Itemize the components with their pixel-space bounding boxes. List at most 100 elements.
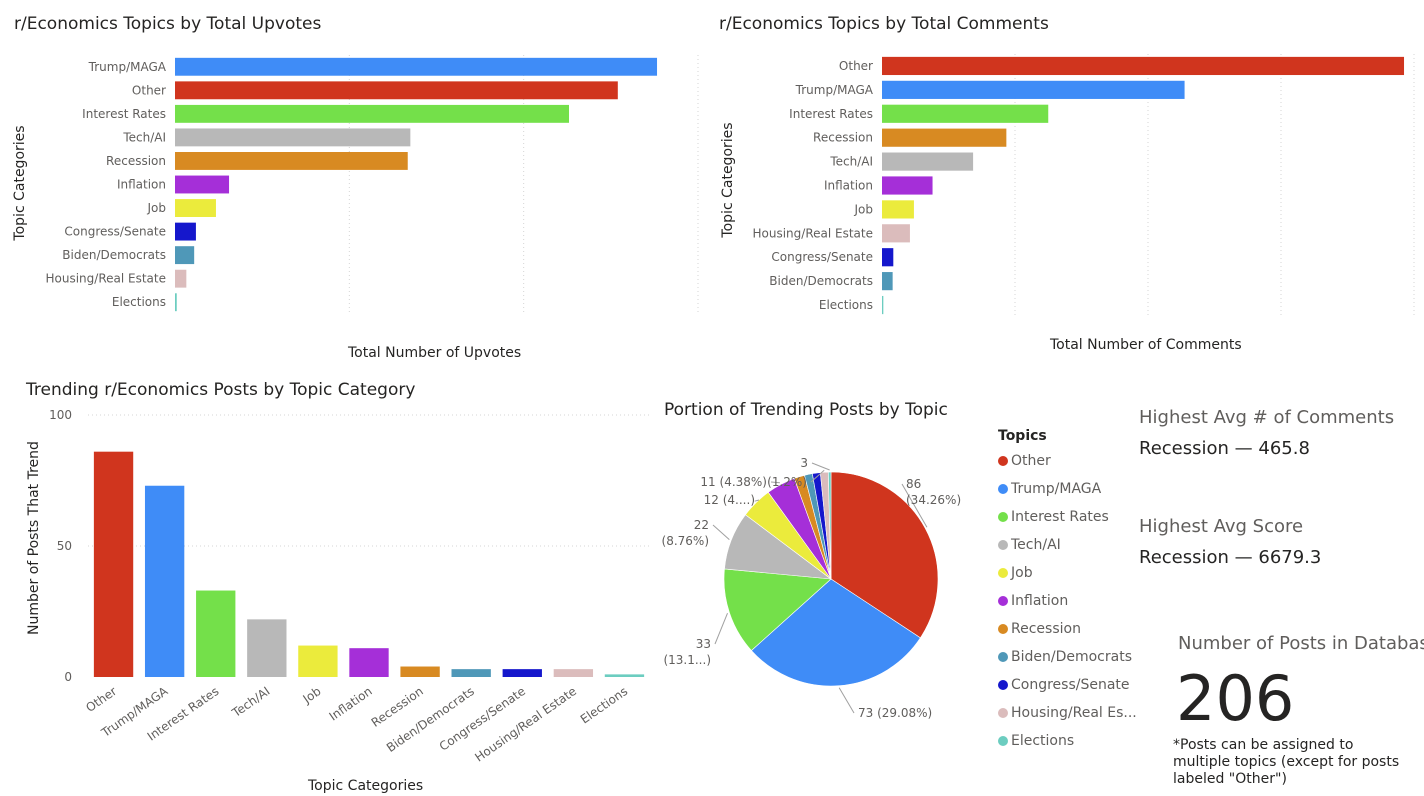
legend-label: Other — [1011, 453, 1051, 469]
slice-interest-rates — [723, 568, 832, 651]
data-label: (8.76%) — [662, 534, 709, 548]
bar-job — [882, 200, 914, 219]
legend-item[interactable]: Inflation — [998, 587, 1137, 615]
pie-chart: 86 (34.26%) 73 (29.08%) 33 (13.1...) 22 (8.76%… — [662, 456, 962, 720]
x-tick-label: 20K — [338, 323, 362, 324]
legend-item[interactable]: Other — [998, 447, 1137, 475]
category-label: Tech/AI — [229, 684, 273, 721]
legend-swatch — [998, 708, 1008, 718]
upvotes-y-axis-title: Topic Categories — [12, 125, 28, 241]
legend-item[interactable]: Biden/Democrats — [998, 643, 1137, 671]
bar-inflation — [882, 176, 933, 195]
bar-biden-democrats — [882, 272, 893, 291]
bar-trump-maga — [882, 80, 1185, 99]
bar-interest-rates — [175, 104, 569, 123]
category-label: Congress/Senate — [771, 250, 873, 264]
leader-line — [770, 481, 780, 484]
legend-item[interactable]: Trump/MAGA — [998, 475, 1137, 503]
leader-line — [712, 524, 730, 541]
legend-swatch — [998, 456, 1008, 466]
category-label: Housing/Real Estate — [46, 272, 167, 286]
category-label: Biden/Democrats — [384, 684, 477, 755]
legend-swatch — [998, 540, 1008, 550]
posts-count-value: 206 — [1176, 662, 1295, 735]
upvotes-chart-title: r/Economics Topics by Total Upvotes — [14, 14, 322, 34]
category-label: Elections — [112, 295, 166, 309]
legend-item[interactable]: Tech/AI — [998, 531, 1137, 559]
legend-label: Biden/Democrats — [1011, 649, 1132, 665]
bar-elections — [604, 674, 645, 677]
category-label: Inflation — [117, 178, 166, 192]
posts-count-label: Number of Posts in Database — [1178, 633, 1424, 654]
bar-tech-ai — [882, 152, 974, 171]
legend-label: Elections — [1011, 733, 1075, 749]
category-label: Job — [854, 202, 874, 216]
trending-y-axis-title: Number of Posts That Trend — [26, 441, 42, 635]
trending-x-axis-title: Topic Categories — [308, 778, 424, 794]
legend-label: Trump/MAGA — [1011, 481, 1102, 497]
legend-label: Recession — [1011, 621, 1081, 637]
bar-tech-ai — [175, 128, 411, 147]
upvotes-x-axis-title: Total Number of Upvotes — [348, 345, 522, 361]
avg-comments-value: Recession — 465.8 — [1139, 438, 1310, 459]
category-label: Other — [132, 83, 166, 97]
data-label: (34.26%) — [906, 493, 961, 507]
slice-trump-maga — [751, 578, 921, 687]
legend-item[interactable]: Interest Rates — [998, 503, 1137, 531]
trending-chart-title: Trending r/Economics Posts by Topic Cate… — [26, 380, 416, 400]
legend-label: Inflation — [1011, 593, 1069, 609]
legend-swatch — [998, 568, 1008, 578]
legend-title: Topics — [998, 428, 1047, 444]
category-label: Inflation — [327, 684, 375, 724]
legend-swatch — [998, 484, 1008, 494]
bar-inflation — [349, 648, 389, 677]
bar-other — [882, 56, 1405, 76]
bar-congress-senate — [175, 222, 196, 241]
legend-swatch — [998, 512, 1008, 522]
category-label: Congress/Senate — [437, 684, 528, 754]
upvotes-chart: 0K 20K 40K 60K Trump/MAGA Other Interest Rates… — [46, 55, 700, 324]
category-label: Recession — [106, 154, 166, 168]
bar-housing-real-estate — [882, 224, 910, 243]
bar-biden-democrats — [451, 669, 491, 677]
bar-other — [93, 451, 134, 677]
slice-elections — [828, 471, 832, 580]
category-label: Interest Rates — [789, 107, 873, 121]
x-tick-label: 60K — [686, 323, 700, 324]
category-label: Other — [839, 59, 873, 73]
y-tick-label: 100 — [49, 408, 72, 422]
category-label: Inflation — [824, 179, 873, 193]
category-label: Other — [83, 684, 119, 715]
data-label: 11 (4.38%) — [700, 475, 767, 489]
bar-interest-rates — [882, 104, 1049, 123]
data-label: 12 (4....) — [704, 493, 755, 507]
bar-trump-maga — [175, 57, 658, 76]
legend-label: Job — [1011, 565, 1033, 581]
legend-item[interactable]: Recession — [998, 615, 1137, 643]
category-label: Biden/Democrats — [769, 274, 873, 288]
bar-recession — [175, 152, 408, 170]
legend-item[interactable]: Elections — [998, 727, 1137, 755]
legend-swatch — [998, 596, 1008, 606]
avg-score-label: Highest Avg Score — [1139, 516, 1304, 537]
legend-label: Housing/Real Es... — [1011, 705, 1137, 721]
legend-label: Tech/AI — [1011, 537, 1061, 553]
bar-housing-real-estate — [553, 669, 594, 677]
category-label: Elections — [819, 298, 873, 312]
legend-item[interactable]: Job — [998, 559, 1137, 587]
legend-swatch — [998, 736, 1008, 746]
legend-item[interactable]: Housing/Real Es... — [998, 699, 1137, 727]
comments-chart-title: r/Economics Topics by Total Comments — [719, 14, 1049, 34]
leader-line — [714, 613, 728, 645]
pie-chart-title: Portion of Trending Posts by Topic — [664, 400, 948, 420]
comments-y-axis-title: Topic Categories — [720, 122, 736, 238]
posts-footnote: *Posts can be assigned to multiple topic… — [1173, 737, 1400, 787]
legend-item[interactable]: Congress/Senate — [998, 671, 1137, 699]
bar-elections — [175, 293, 177, 312]
bar-inflation — [175, 175, 230, 194]
bar-interest-rates — [196, 590, 236, 677]
data-label: 22 — [694, 518, 709, 532]
data-label: 3 — [800, 456, 808, 470]
